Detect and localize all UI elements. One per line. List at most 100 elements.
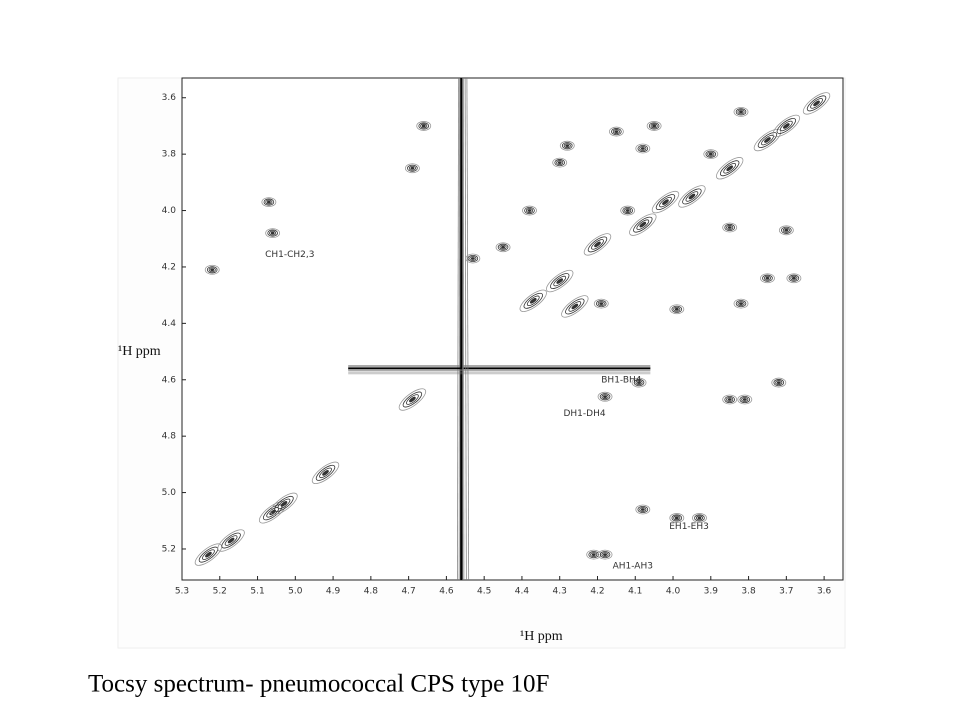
contour-ring [708,152,713,156]
contour-ring [648,122,660,130]
contour-ring [786,273,802,284]
cross-peak [398,388,427,411]
cross-peak [620,205,636,216]
contour-ring [416,121,432,131]
contour-ring [194,543,223,566]
contour-ring [722,394,738,405]
ridge-vertical [466,77,470,581]
x-tick-label: 5.2 [213,587,227,597]
cross-peak [559,140,575,151]
contour-ring [688,193,696,200]
contour-ring [629,213,657,236]
contour-ring [499,244,507,250]
contour-ring [694,514,705,522]
contour-ring [529,298,537,304]
contour-ring [497,243,509,251]
contour-ring [525,208,534,213]
contour-ring [565,298,585,315]
contour-ring [636,219,650,230]
contour-ring [277,498,291,510]
contour-ring [583,233,612,256]
contour-ring [586,549,602,560]
contour-ring [597,549,613,560]
contour-ring [265,199,273,205]
cross-peak [733,298,749,309]
contour-ring [639,507,647,512]
cross-peak [552,157,568,168]
contour-ring [217,529,245,552]
contour-ring [624,208,632,213]
contour-ring [601,394,609,400]
contour-ring [553,275,567,287]
cross-peak [802,92,831,115]
contour-ring [470,257,475,260]
contour-ring [408,165,416,171]
contour-ring [779,120,793,132]
contour-ring [565,144,570,148]
cross-peak [771,377,787,388]
contour-ring [724,223,735,232]
contour-ring [410,166,415,170]
contour-ring [775,380,783,386]
contour-ring [591,239,604,250]
x-tick-label: 4.8 [364,587,379,597]
contour-ring [263,198,275,206]
contour-ring [716,157,744,180]
contour-ring [765,276,770,280]
cross-peak [722,222,738,233]
contour-ring [590,552,598,558]
contour-ring [557,161,562,164]
contour-ring [783,123,790,129]
cross-peak [519,289,547,312]
y-tick-label: 3.8 [162,150,177,160]
contour-ring [421,124,426,128]
cross-peak [635,143,651,154]
contour-ring [597,301,605,307]
x-tick-label: 4.7 [401,587,415,597]
contour-ring [620,205,636,216]
contour-ring [640,147,645,150]
cross-peak [678,185,706,208]
contour-ring [635,143,651,154]
y-axis-label: ¹H ppm [118,344,161,359]
contour-ring [776,118,797,134]
contour-ring [405,163,420,174]
contour-ring [571,303,579,310]
contour-ring [673,306,681,312]
contour-ring [671,305,683,313]
y-tick-label: 3.6 [162,93,177,103]
contour-ring [723,163,737,174]
cross-peak [416,121,432,131]
contour-ring [205,551,212,558]
contour-ring [659,196,672,208]
cross-peak [261,197,277,207]
contour-ring [204,264,220,275]
x-tick-label: 5.3 [175,587,189,597]
y-tick-label: 4.8 [162,432,177,442]
cross-peak [465,253,481,264]
contour-ring [526,295,540,307]
cross-peak [561,295,589,318]
cross-peak [593,298,609,309]
contour-ring [674,516,679,520]
contour-ring [727,398,732,401]
contour-ring [635,504,651,515]
contour-ring [556,278,564,284]
cross-peak [270,492,298,516]
contour-ring [726,397,734,402]
cross-peak [597,549,613,560]
cross-peak [194,543,223,566]
contour-ring [407,164,418,172]
contour-ring [608,126,624,137]
contour-ring [735,108,747,116]
contour-ring [652,124,657,128]
contour-ring [603,553,607,557]
cross-peak [495,242,511,253]
contour-ring [554,159,566,167]
x-tick-label: 4.0 [666,587,681,597]
water-ridge [348,77,651,581]
cross-peak [608,126,624,137]
cross-peak [692,513,707,523]
contour-ring [588,551,600,559]
